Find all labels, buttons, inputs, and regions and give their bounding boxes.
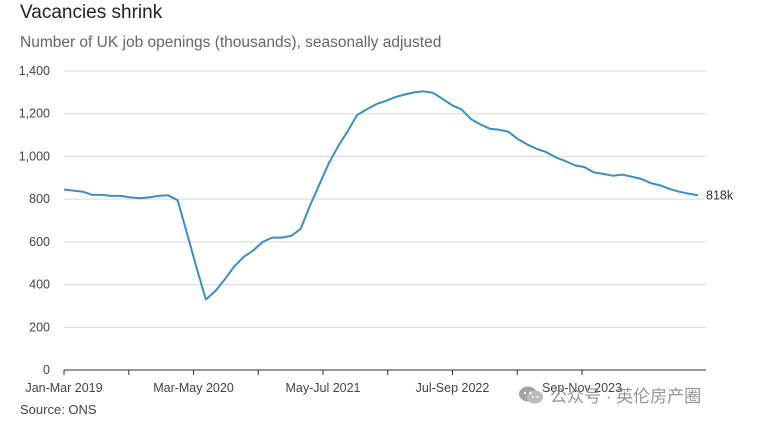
chart-subtitle: Number of UK job openings (thousands), s…: [20, 34, 442, 51]
wechat-icon: [518, 385, 544, 405]
line-chart: 0 200 400 600 800 1,000 1,200 1,400 Jan-Mar 2019…: [19, 64, 734, 395]
x-tick-label-14: Mar-May 2020: [153, 381, 234, 395]
y-tick-label-400: 400: [29, 278, 50, 292]
x-tick-label-28: May-Jul 2021: [285, 381, 360, 395]
y-tick-label-1200: 1,200: [19, 107, 50, 121]
x-tick-label-56: Sep-Nov 2023: [542, 381, 622, 395]
y-tick-label-0: 0: [43, 363, 50, 377]
y-tick-label-200: 200: [29, 320, 50, 334]
y-tick-label-600: 600: [29, 235, 50, 249]
x-tick-label-42: Jul-Sep 2022: [416, 381, 490, 395]
x-tick-label-0: Jan-Mar 2019: [25, 381, 102, 395]
watermark: 公众号 · 英伦房产圈: [518, 382, 701, 407]
watermark-text: 公众号 · 英伦房产圈: [550, 387, 702, 406]
y-tick-label-800: 800: [29, 192, 50, 206]
chart-title: Vacancies shrink: [20, 2, 163, 23]
y-tick-label-1400: 1,400: [19, 64, 50, 78]
source-note: Source: ONS: [20, 402, 97, 417]
series-line: [63, 90, 699, 301]
y-tick-label-1000: 1,000: [19, 149, 50, 163]
end-value-label: 818k: [706, 188, 734, 202]
